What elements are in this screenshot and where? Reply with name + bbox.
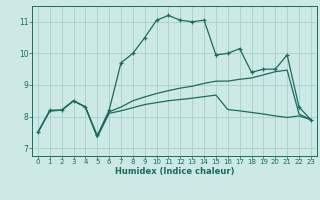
X-axis label: Humidex (Indice chaleur): Humidex (Indice chaleur) xyxy=(115,167,234,176)
